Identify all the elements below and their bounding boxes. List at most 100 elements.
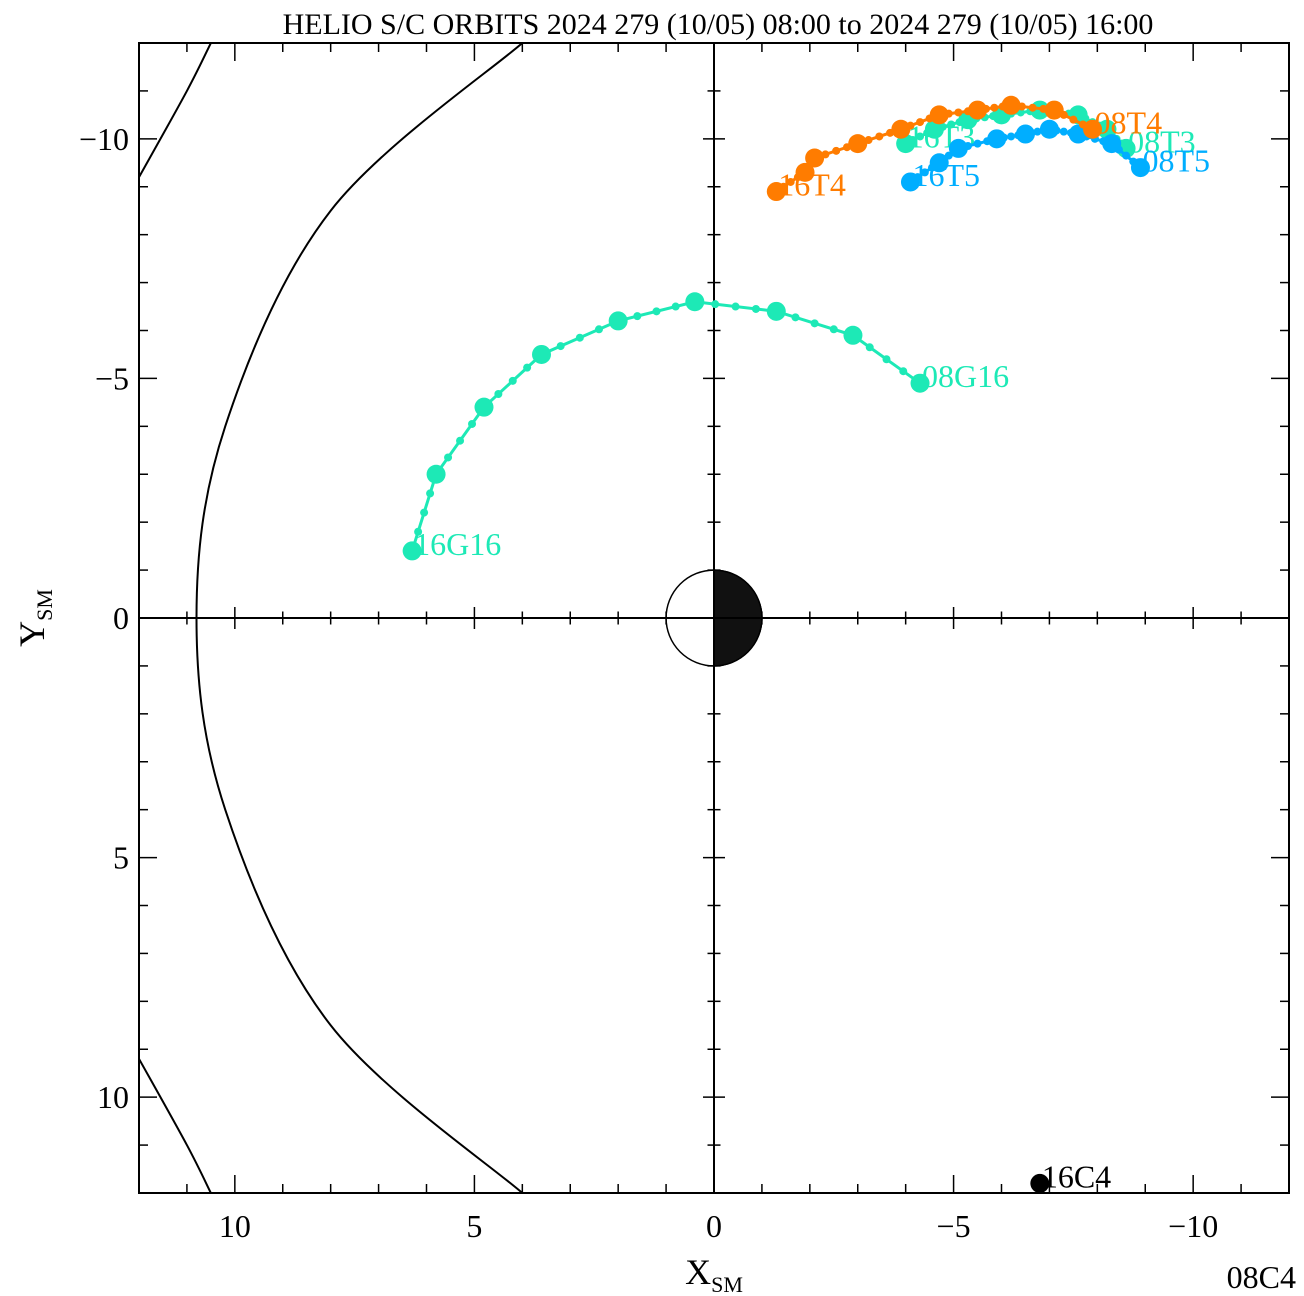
- x-axis-title: XSM: [685, 1252, 743, 1296]
- orbit-minor-point: [829, 325, 838, 334]
- orbit-minor-point: [671, 302, 680, 311]
- orbit-minor-point: [810, 319, 819, 328]
- orbit-minor-point: [508, 376, 517, 385]
- orbit-point: [608, 311, 628, 331]
- orbit-minor-point: [1122, 151, 1131, 160]
- y-axis-title: YSM: [12, 589, 57, 647]
- orbit-minor-point: [751, 304, 760, 313]
- x-tick-label: 0: [706, 1208, 722, 1244]
- orbit-minor-point: [494, 389, 503, 398]
- orbit-minor-point: [456, 436, 465, 445]
- x-tick-label: −10: [1168, 1208, 1218, 1244]
- magnetopause-curve-2: [139, 1058, 212, 1193]
- orbit-minor-point: [920, 168, 929, 177]
- orbit-point: [843, 325, 863, 345]
- orbit-minor-point: [426, 489, 435, 498]
- orbit-point: [1102, 134, 1122, 154]
- orbit-point: [426, 464, 446, 484]
- orbit-point: [924, 119, 944, 139]
- orbit-point: [910, 373, 930, 393]
- orbit-point: [685, 292, 705, 312]
- y-tick-label: 10: [97, 1079, 129, 1115]
- orbit-point: [891, 119, 911, 139]
- orbit-point: [1044, 100, 1064, 120]
- orbit-point: [402, 541, 422, 561]
- series-C4: 16C4: [1030, 1158, 1111, 1194]
- orbit-point: [532, 344, 551, 364]
- y-tick-label: 5: [113, 840, 129, 876]
- x-tick-label: 5: [466, 1208, 482, 1244]
- series-G16: 08G16 16G16: [402, 292, 1009, 562]
- orbit-minor-point: [633, 312, 642, 321]
- x-tick-label: 10: [219, 1208, 251, 1244]
- orbit-start-label: 08G16: [922, 358, 1009, 394]
- orbit-minor-point: [444, 453, 453, 462]
- orbit-point: [1097, 119, 1117, 139]
- orbit-minor-point: [731, 302, 740, 311]
- orbit-line: [410, 300, 921, 552]
- y-tick-label: −5: [95, 360, 129, 396]
- orbit-point: [1030, 1173, 1050, 1193]
- axes: [138, 42, 1290, 1194]
- y-tick-label: −10: [79, 121, 129, 157]
- orbit-minor-point: [711, 300, 720, 309]
- orbit-point: [474, 397, 494, 417]
- orbit-minor-point: [990, 103, 999, 112]
- orbit-point: [1130, 158, 1150, 178]
- orbit-point: [848, 134, 868, 154]
- orbit-point: [896, 134, 916, 154]
- orbit-minor-point: [947, 120, 956, 129]
- orbit-minor-point: [468, 419, 477, 428]
- orbit-point: [1068, 124, 1088, 144]
- orbit-minor-point: [791, 313, 800, 322]
- y-tick-label: 0: [113, 600, 129, 636]
- orbit-minor-point: [954, 108, 963, 117]
- orbit-start-label: 08T5: [1142, 143, 1210, 179]
- orbit-minor-point: [786, 177, 795, 186]
- orbit-point: [1001, 95, 1021, 115]
- orbit-point: [900, 172, 920, 192]
- orbit-minor-point: [556, 342, 565, 351]
- orbit-minor-point: [899, 367, 908, 376]
- orbit-minor-point: [595, 325, 603, 334]
- orbit-point: [929, 153, 949, 173]
- series-T4: 08T4 16T4: [766, 95, 1163, 203]
- corner-label: 08C4: [1227, 1259, 1296, 1295]
- orbit-minor-point: [916, 132, 925, 141]
- orbit-minor-point: [420, 508, 429, 517]
- orbit-point: [929, 105, 949, 125]
- chart-title: HELIO S/C ORBITS 2024 279 (10/05) 08:00 …: [283, 8, 1154, 41]
- orbit-minor-point: [1007, 132, 1016, 141]
- orbit-point: [987, 129, 1007, 149]
- orbit-minor-point: [1028, 103, 1037, 112]
- orbit-point: [968, 100, 988, 120]
- orbit-point: [766, 182, 786, 202]
- orbit-point: [766, 301, 786, 321]
- orbit-point: [795, 162, 815, 182]
- orbit-minor-point: [832, 146, 841, 155]
- orbit-minor-point: [865, 343, 874, 352]
- orbit-start-label: 08T4: [1095, 104, 1163, 140]
- orbit-minor-point: [882, 355, 891, 364]
- orbit-minor-point: [523, 363, 532, 372]
- orbit-end-label: 16G16: [414, 526, 501, 562]
- orbit-point: [805, 148, 825, 168]
- orbit-minor-point: [916, 118, 925, 127]
- orbit-minor-point: [414, 527, 423, 536]
- axis-labels: 10 5 0 −5 −10 −10 −5 0 5 10 XSM YSM: [12, 121, 1218, 1296]
- orbit-point: [1083, 119, 1103, 139]
- orbit-minor-point: [575, 333, 584, 342]
- magnetopause-curve-0: [139, 43, 212, 178]
- orbit-minor-point: [1033, 127, 1042, 136]
- orbit-minor-point: [652, 307, 661, 316]
- orbit-end-label: 16T4: [778, 167, 846, 203]
- orbit-minor-point: [1059, 127, 1068, 136]
- orbit-start-label: 08T3: [1128, 123, 1196, 159]
- orbit-end-label: 16C4: [1042, 1158, 1111, 1194]
- orbit-point: [948, 138, 968, 158]
- orbit-end-label: 16T5: [912, 157, 980, 193]
- x-tick-label: −5: [937, 1208, 971, 1244]
